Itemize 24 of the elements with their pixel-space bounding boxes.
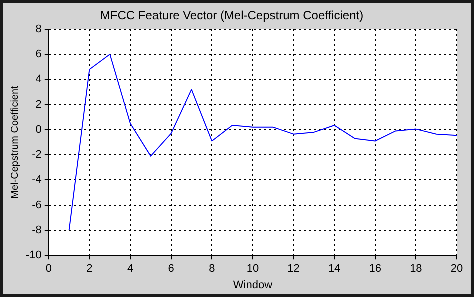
y-tick-label: 8 bbox=[36, 23, 42, 36]
y-tick-label: 0 bbox=[36, 124, 42, 136]
y-tick-label: -6 bbox=[32, 199, 42, 212]
y-tick-label: -10 bbox=[26, 250, 42, 262]
x-tick-label: 18 bbox=[410, 263, 422, 276]
y-tick-label: 4 bbox=[36, 74, 42, 86]
y-tick-label: -2 bbox=[32, 149, 42, 162]
x-tick-label: 0 bbox=[46, 263, 52, 276]
chart-title: MFCC Feature Vector (Mel-Cepstrum Coefficient) bbox=[100, 8, 364, 23]
y-tick-label: 2 bbox=[36, 98, 42, 111]
x-tick-label: 6 bbox=[168, 263, 174, 276]
y-axis-title: Mel-Cepstrum Coefficient bbox=[10, 86, 21, 199]
y-tick-label: -4 bbox=[32, 174, 42, 186]
y-tick-label: 6 bbox=[36, 48, 42, 61]
x-axis-title: Window bbox=[233, 279, 273, 292]
x-tick-label: 10 bbox=[246, 263, 260, 276]
x-tick-label: 8 bbox=[209, 263, 216, 276]
x-tick-label: 20 bbox=[450, 263, 464, 276]
x-tick-label: 4 bbox=[127, 263, 134, 276]
y-tick-label: -8 bbox=[32, 224, 42, 236]
x-tick-label: 12 bbox=[288, 263, 300, 276]
x-tick-label: 16 bbox=[369, 263, 382, 276]
x-tick-label: 2 bbox=[86, 263, 93, 276]
x-tick-label: 14 bbox=[328, 263, 341, 276]
